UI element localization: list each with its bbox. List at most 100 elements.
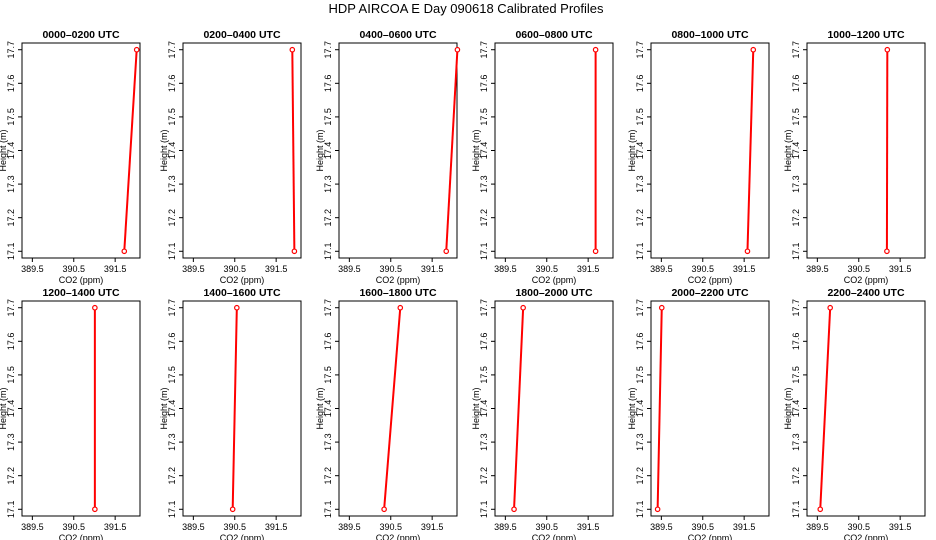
- profile-line: [746, 49, 755, 252]
- data-point: [744, 248, 751, 255]
- y-tick-label: 17.4: [635, 400, 645, 418]
- data-point: [511, 506, 517, 513]
- panels-group: 0000–0200 UTC 389.5 390.5 391.5 17.1 17.2 17.3…: [0, 29, 926, 540]
- data-point: [443, 248, 450, 255]
- panel: 1600–1800 UTC 389.5 390.5 391.5 17.1 17.2 17.3…: [315, 287, 458, 540]
- panel: 1800–2000 UTC 389.5 390.5 391.5 17.1 17.2 17.3…: [471, 287, 614, 540]
- x-tick-label: 389.5: [21, 522, 44, 532]
- y-tick-label: 17.3: [635, 433, 645, 451]
- data-point: [884, 248, 890, 255]
- y-tick-label: 17.2: [635, 467, 645, 485]
- y-tick-label: 17.4: [6, 400, 16, 418]
- panel: 2200–2400 UTC 389.5 390.5 391.5 17.1 17.2 17.3…: [783, 287, 926, 540]
- y-tick-label: 17.5: [323, 366, 333, 384]
- panel-title: 1400–1600 UTC: [203, 287, 280, 299]
- x-axis-label: CO2 (ppm): [220, 533, 265, 540]
- y-tick-label: 17.1: [635, 243, 645, 261]
- y-tick-label: 17.1: [323, 501, 333, 519]
- plot-frame: [338, 42, 458, 259]
- x-tick-label: 391.5: [104, 522, 127, 532]
- y-tick-label: 17.5: [479, 366, 489, 384]
- panel-title: 0000–0200 UTC: [42, 29, 119, 41]
- data-point: [229, 506, 236, 513]
- profile-line: [291, 49, 296, 252]
- y-tick-label: 17.1: [479, 501, 489, 519]
- y-tick-label: 17.3: [635, 175, 645, 193]
- data-point: [592, 46, 599, 53]
- y-tick-label: 17.7: [479, 41, 489, 59]
- panel-title: 2200–2400 UTC: [827, 287, 904, 299]
- x-tick-label: 390.5: [62, 264, 85, 274]
- x-tick-label: 389.5: [338, 522, 361, 532]
- profile-line: [383, 307, 402, 510]
- x-axis-label: CO2 (ppm): [532, 533, 577, 540]
- y-tick-label: 17.3: [167, 433, 177, 451]
- y-tick-label: 17.6: [479, 333, 489, 351]
- y-tick-label: 17.6: [635, 75, 645, 93]
- y-tick-label: 17.2: [323, 467, 333, 485]
- y-tick-label: 17.3: [791, 175, 801, 193]
- y-axis-label: Height (m): [471, 129, 481, 171]
- y-axis-label: Height (m): [0, 387, 8, 429]
- x-axis-label: CO2 (ppm): [532, 275, 577, 285]
- y-tick-label: 17.4: [791, 400, 801, 418]
- figure-title: HDP AIRCOA E Day 090618 Calibrated Profi…: [328, 1, 604, 16]
- x-axis-label: CO2 (ppm): [688, 533, 733, 540]
- profile-line: [231, 307, 238, 510]
- y-tick-label: 17.4: [479, 142, 489, 160]
- x-axis-label: CO2 (ppm): [376, 275, 421, 285]
- plot-frame: [494, 300, 614, 517]
- x-tick-label: 391.5: [577, 522, 600, 532]
- panel-title: 2000–2200 UTC: [671, 287, 748, 299]
- y-tick-label: 17.4: [323, 142, 333, 160]
- y-tick-label: 17.3: [167, 175, 177, 193]
- data-point: [92, 304, 98, 311]
- y-tick-label: 17.1: [6, 243, 16, 261]
- y-tick-label: 17.6: [635, 333, 645, 351]
- y-tick-label: 17.2: [167, 209, 177, 227]
- x-tick-label: 391.5: [577, 264, 600, 274]
- x-tick-label: 389.5: [650, 522, 673, 532]
- data-point: [454, 46, 461, 53]
- y-tick-label: 17.7: [323, 41, 333, 59]
- x-tick-label: 391.5: [421, 522, 444, 532]
- x-tick-label: 389.5: [806, 264, 829, 274]
- x-tick-label: 390.5: [379, 264, 402, 274]
- profile-line: [656, 307, 663, 510]
- y-tick-label: 17.3: [791, 433, 801, 451]
- y-tick-label: 17.2: [6, 467, 16, 485]
- panel-title: 1600–1800 UTC: [359, 287, 436, 299]
- x-axis-label: CO2 (ppm): [376, 533, 421, 540]
- y-tick-label: 17.2: [323, 209, 333, 227]
- profile-line: [513, 307, 525, 510]
- y-tick-label: 17.2: [791, 467, 801, 485]
- x-axis-label: CO2 (ppm): [844, 533, 889, 540]
- y-tick-label: 17.1: [167, 501, 177, 519]
- y-tick-label: 17.6: [791, 333, 801, 351]
- y-tick-label: 17.4: [6, 142, 16, 160]
- x-axis-label: CO2 (ppm): [59, 533, 104, 540]
- y-tick-label: 17.2: [479, 209, 489, 227]
- y-tick-label: 17.2: [479, 467, 489, 485]
- x-tick-label: 390.5: [223, 264, 246, 274]
- y-tick-label: 17.5: [6, 108, 16, 126]
- y-axis-label: Height (m): [783, 129, 793, 171]
- x-tick-label: 391.5: [265, 522, 288, 532]
- data-point: [827, 304, 833, 311]
- y-tick-label: 17.6: [167, 333, 177, 351]
- panel-title: 1800–2000 UTC: [515, 287, 592, 299]
- x-axis-label: CO2 (ppm): [59, 275, 104, 285]
- x-tick-label: 389.5: [494, 522, 517, 532]
- y-tick-label: 17.5: [167, 366, 177, 384]
- x-axis-label: CO2 (ppm): [844, 275, 889, 285]
- x-tick-label: 389.5: [21, 264, 44, 274]
- data-point: [234, 304, 240, 311]
- y-tick-label: 17.6: [323, 333, 333, 351]
- x-tick-label: 389.5: [182, 522, 205, 532]
- panel: 0200–0400 UTC 389.5 390.5 391.5 17.1 17.2 17.3…: [159, 29, 302, 285]
- plot-frame: [182, 300, 302, 517]
- plot-frame: [182, 42, 302, 259]
- y-tick-label: 17.5: [635, 108, 645, 126]
- x-tick-label: 390.5: [379, 522, 402, 532]
- panel-title: 0200–0400 UTC: [203, 29, 280, 41]
